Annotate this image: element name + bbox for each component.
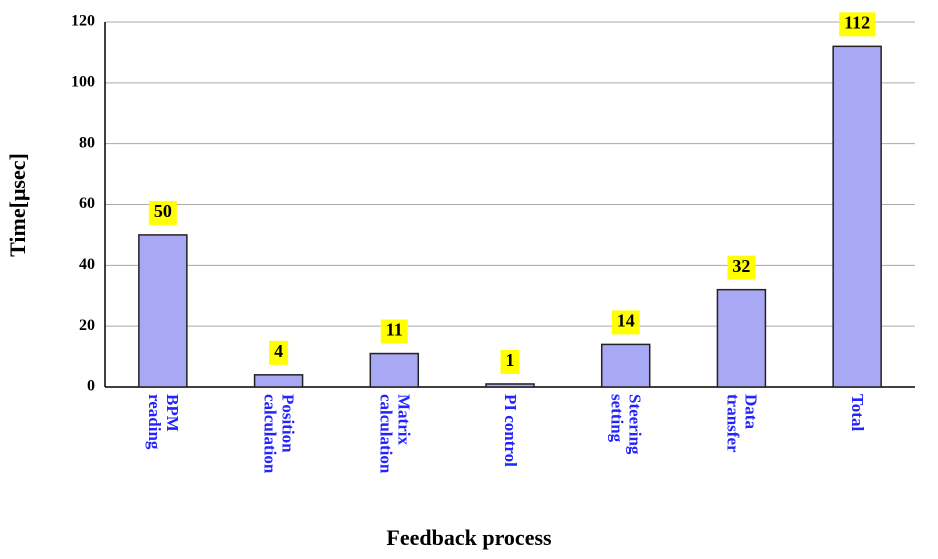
y-tick-label: 0	[87, 378, 95, 395]
y-tick-label: 120	[71, 13, 95, 30]
x-tick-label: Steering setting	[607, 394, 645, 455]
y-tick-label: 60	[79, 195, 95, 212]
bar	[369, 352, 420, 388]
x-tick-label: Position calculation	[260, 394, 298, 474]
x-tick-label: Matrix calculation	[376, 394, 414, 474]
data-label: 112	[844, 12, 870, 32]
x-tick-label: Data transfer	[723, 394, 761, 453]
data-label-bg	[611, 310, 640, 335]
x-tick-label: BPM reading	[144, 394, 182, 450]
data-label: 32	[732, 256, 750, 276]
data-label: 14	[617, 311, 635, 331]
data-label: 50	[154, 201, 172, 221]
y-axis-label: Time[μsec]	[5, 153, 30, 257]
bar	[253, 374, 304, 388]
x-tick-label: Total	[848, 394, 868, 432]
bar	[138, 234, 188, 388]
data-label-bg	[380, 319, 408, 344]
data-label-bg	[148, 200, 177, 225]
y-tick-label: 100	[71, 74, 95, 91]
y-tick-label: 20	[79, 317, 95, 334]
bar	[716, 288, 767, 388]
data-label-bg	[269, 340, 289, 365]
y-tick-label: 40	[79, 256, 95, 273]
data-label-bg	[500, 349, 520, 374]
x-tick-label: PI control	[501, 394, 520, 467]
data-label: 1	[506, 350, 515, 370]
data-label-bg	[839, 12, 876, 37]
data-label: 11	[386, 320, 403, 340]
data-label-bg	[727, 255, 756, 280]
bar	[832, 45, 882, 388]
bar	[485, 383, 535, 388]
y-tick-label: 80	[79, 134, 95, 151]
bar	[600, 343, 651, 388]
x-axis-label: Feedback process	[386, 525, 552, 550]
data-label: 4	[274, 341, 283, 361]
